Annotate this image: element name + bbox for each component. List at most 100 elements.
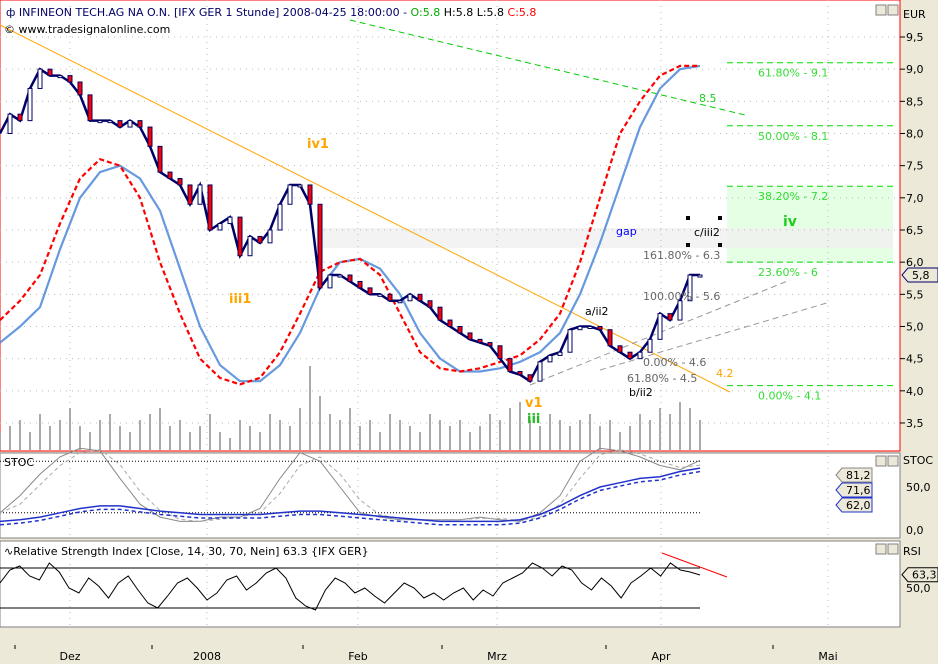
candle xyxy=(267,229,273,244)
candle xyxy=(567,329,573,353)
wave-label-b-ii2: b/ii2 xyxy=(629,386,653,399)
volume-bar xyxy=(89,432,91,450)
stoch-tick-label: 0,0 xyxy=(906,524,924,537)
blue-moving-average xyxy=(0,64,701,383)
stoch-blue-dashed-line xyxy=(0,470,701,526)
volume-bar xyxy=(689,408,691,450)
y-tick-label: 8,0 xyxy=(906,127,924,140)
candle xyxy=(307,184,313,205)
wave-label-iii1: iii1 xyxy=(229,292,251,307)
rsi-title: ∿Relative Strength Index [Close, 14, 30,… xyxy=(4,545,369,558)
y-tick-label: 6,0 xyxy=(906,256,924,269)
candle xyxy=(557,351,563,356)
candle xyxy=(457,325,463,334)
candle xyxy=(237,216,243,257)
candle xyxy=(277,203,283,231)
volume-bar xyxy=(549,414,551,450)
candle xyxy=(207,184,213,231)
candle xyxy=(147,126,153,147)
volume-bar xyxy=(509,408,511,450)
candle xyxy=(477,338,483,344)
volume-bar xyxy=(619,432,621,450)
volume-bar xyxy=(459,420,461,450)
volume-bar xyxy=(99,420,101,450)
volume-bar xyxy=(529,420,531,450)
candle xyxy=(447,319,453,327)
wave-label-v1: v1 xyxy=(525,396,543,411)
candle xyxy=(107,120,113,124)
candle xyxy=(637,351,643,360)
wave-label-iv1: iv1 xyxy=(307,137,329,152)
volume-bar xyxy=(19,420,21,450)
volume-bar xyxy=(409,426,411,450)
candle xyxy=(227,216,233,225)
candle xyxy=(357,280,363,289)
y-tick-label: 7,0 xyxy=(906,192,924,205)
candle xyxy=(487,342,493,347)
volume-bar xyxy=(339,420,341,450)
candle xyxy=(517,371,523,376)
y-tick-label: 6,5 xyxy=(906,224,924,237)
volume-bar xyxy=(259,432,261,450)
panel-buttons[interactable] xyxy=(875,4,899,555)
candle xyxy=(697,274,703,278)
candle xyxy=(667,313,673,321)
candle xyxy=(437,306,443,321)
rsi-tag xyxy=(901,567,938,583)
candle xyxy=(257,235,263,244)
volume-bar xyxy=(679,402,681,450)
candle xyxy=(687,274,693,302)
volume-bar xyxy=(29,432,31,450)
volume-bar xyxy=(149,414,151,450)
volume-bar xyxy=(59,420,61,450)
volume-bar xyxy=(69,408,71,450)
volume-bar xyxy=(229,438,231,450)
volume-bar xyxy=(519,402,521,450)
candle xyxy=(367,287,373,295)
candle xyxy=(217,223,223,231)
wave-label-iv: iv xyxy=(783,214,797,230)
volume-bar xyxy=(429,414,431,450)
candle xyxy=(67,75,73,83)
volume-bar xyxy=(489,414,491,450)
ext-label-0: 0.00% - 4.6 xyxy=(643,356,706,369)
y-tick-label: 8,5 xyxy=(906,95,924,108)
fib-level-label: 38.20% - 7.2 xyxy=(758,190,828,203)
volume-bar xyxy=(609,420,611,450)
volume-bar xyxy=(319,396,321,450)
y-tick-label: 9,5 xyxy=(906,31,924,44)
volume-bar xyxy=(589,414,591,450)
candle xyxy=(7,113,13,134)
candle xyxy=(17,113,23,122)
candle xyxy=(427,300,433,308)
fib-level-label: 0.00% - 4.1 xyxy=(758,390,821,403)
candle xyxy=(137,120,143,128)
axis-unit: EUR xyxy=(903,8,926,21)
volume-bar xyxy=(279,420,281,450)
x-tick-label: Mai xyxy=(818,650,837,663)
rsi-divergence-line xyxy=(661,552,728,578)
candle xyxy=(647,338,653,353)
candle xyxy=(527,374,533,382)
target-label-8-5: 8.5 xyxy=(699,92,717,105)
volume-bar xyxy=(249,426,251,450)
candle xyxy=(77,81,83,96)
volume-bar xyxy=(109,414,111,450)
x-tick-label: Mrz xyxy=(487,650,507,663)
stoch-tag-1-text: 81,2 xyxy=(846,469,871,482)
candle xyxy=(467,332,473,340)
y-tick-label: 3,5 xyxy=(906,417,924,430)
stochastic-panel xyxy=(0,452,901,539)
stoc-axis-label: STOC xyxy=(903,454,933,467)
rsi-axis-label: RSI xyxy=(903,545,921,558)
candle xyxy=(47,68,53,77)
candle xyxy=(157,145,163,173)
volume-bar xyxy=(559,420,561,450)
volume-bar xyxy=(419,432,421,450)
volume-bar xyxy=(439,420,441,450)
stoch-tick-label: 50,0 xyxy=(906,481,931,494)
ext-label-161: 161.80% - 6.3 xyxy=(643,249,720,262)
candle xyxy=(597,325,603,331)
fib-level-label: 61.80% - 9.1 xyxy=(758,67,828,80)
